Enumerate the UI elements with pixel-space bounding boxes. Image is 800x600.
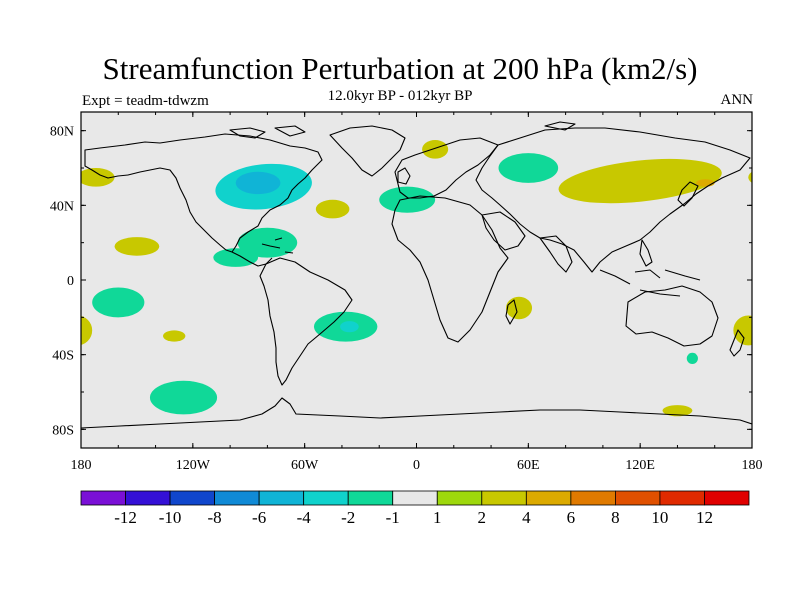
anomaly-region: [379, 186, 436, 213]
colorbar-label: 6: [567, 508, 576, 527]
colorbar-label: -8: [208, 508, 222, 527]
y-tick-label: 80S: [52, 423, 74, 438]
colorbar-swatch: [704, 490, 750, 506]
x-tick-label: 60W: [291, 458, 319, 473]
anomaly-region: [498, 153, 559, 183]
colorbar-label: 10: [651, 508, 668, 527]
coastline-arctic-islands: [229, 121, 576, 139]
coastline-indonesia: [599, 269, 701, 297]
colorbar-swatch: [214, 490, 260, 506]
colorbar-swatch: [659, 490, 705, 506]
colorbar-label: 2: [478, 508, 487, 527]
anomaly-region: [686, 352, 698, 364]
anomaly-region: [114, 237, 160, 256]
colorbar-label: 12: [696, 508, 713, 527]
anomaly-region: [696, 179, 715, 187]
colorbar-swatch: [436, 490, 483, 506]
coastline-india: [539, 235, 573, 273]
colorbar-label: -10: [159, 508, 182, 527]
y-tick-label: 0: [67, 274, 74, 289]
coastline-japan: [677, 181, 699, 207]
colorbar-swatch: [347, 490, 394, 506]
colorbar-swatch: [481, 490, 527, 506]
anomaly-region: [237, 227, 298, 258]
experiment-label: Expt = teadm-tdwzm: [82, 93, 209, 109]
x-axis: 180 120W 60W 0 60E 120E 180: [71, 112, 763, 473]
colorbar-swatch: [525, 490, 572, 506]
colorbar-label: -2: [341, 508, 355, 527]
coastline-asia: [475, 127, 751, 273]
colorbar-swatch: [615, 490, 661, 506]
colorbar-label: 8: [611, 508, 620, 527]
colorbar-label: 1: [433, 508, 442, 527]
colorbar-label: -1: [386, 508, 400, 527]
anomaly-region: [422, 140, 449, 159]
anomaly-region: [662, 405, 693, 417]
colorbar-swatch: [392, 490, 438, 506]
anomaly-region-wrap: [748, 171, 752, 183]
colorbar-label: -4: [297, 508, 312, 527]
colorbar-swatch: [80, 490, 126, 506]
season-label: ANN: [720, 92, 754, 108]
colorbar: -12 -10 -8 -6 -4 -2 -1 1 2 4 6 8 10 12: [80, 490, 750, 527]
anomaly-region: [163, 330, 186, 342]
coastline-new-zealand: [729, 329, 745, 357]
y-tick-label: 40S: [52, 349, 74, 364]
colorbar-swatch: [570, 490, 616, 506]
anomaly-region: [149, 380, 218, 415]
x-tick-label: 120E: [625, 458, 655, 473]
chart-subtitle: 12.0kyr BP - 012kyr BP: [327, 88, 473, 104]
colorbar-label: -6: [252, 508, 266, 527]
coastline-greenland: [329, 125, 406, 177]
coastline-caribbean: [261, 237, 294, 254]
anomaly-region-wrap: [81, 315, 93, 345]
coastline-madagascar: [505, 299, 518, 325]
coastline-north-america: [84, 133, 323, 253]
colorbar-swatch: [258, 490, 305, 506]
y-tick-label: 40N: [50, 199, 74, 214]
anomaly-region: [733, 315, 752, 346]
coastline-arabia: [481, 211, 526, 251]
colorbar-label: 4: [522, 508, 531, 527]
x-tick-label: 60E: [517, 458, 540, 473]
y-tick-label: 80N: [50, 125, 74, 140]
anomaly-region: [235, 171, 281, 195]
coastline-africa: [391, 195, 509, 343]
colorbar-label: -12: [114, 508, 137, 527]
x-tick-label: 180: [71, 458, 92, 473]
anomaly-region: [213, 248, 259, 267]
chart-title: Streamfunction Perturbation at 200 hPa (…: [102, 51, 698, 86]
anomaly-region: [505, 296, 533, 320]
anomaly-region: [340, 321, 359, 333]
x-tick-label: 0: [413, 458, 420, 473]
anomaly-region: [92, 287, 145, 318]
coastline-australia: [625, 285, 719, 347]
coastline-philippines: [639, 239, 653, 267]
coastline-south-america: [259, 257, 353, 386]
coastline-europe: [394, 137, 499, 199]
anomaly-region: [81, 168, 115, 187]
anomaly-region: [315, 199, 350, 219]
y-axis: 80N 40N 0 40S 80S: [50, 125, 752, 438]
coastlines: [81, 121, 752, 429]
colorbar-swatch: [303, 490, 349, 506]
colorbar-swatch: [169, 490, 215, 506]
x-tick-label: 180: [742, 458, 763, 473]
coastline-antarctica: [81, 397, 752, 429]
coastline-uk: [397, 167, 411, 185]
colorbar-swatch: [125, 490, 171, 506]
x-tick-label: 120W: [176, 458, 211, 473]
